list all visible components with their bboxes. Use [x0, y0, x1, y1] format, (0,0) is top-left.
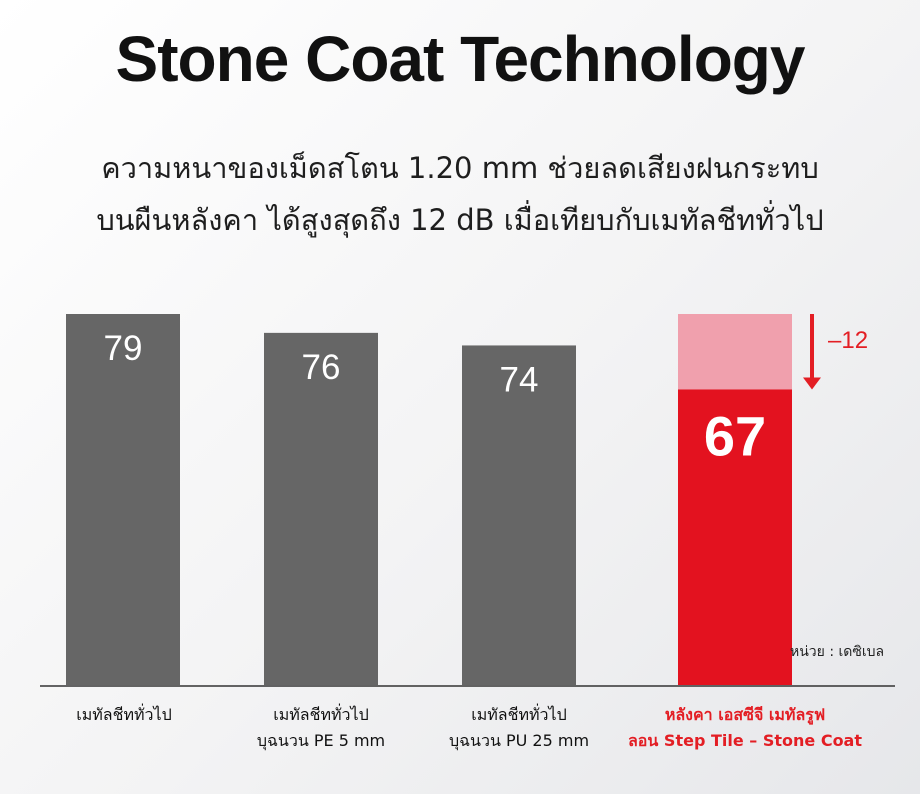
- x-tick-label-line: บุฉนวน PU 25 mm: [448, 731, 590, 750]
- subtitle: ความหนาของเม็ดสโตน 1.20 mm ช่วยลดเสียงฝน…: [0, 142, 920, 246]
- x-tick-label-line: เมทัลชีททั่วไป: [273, 705, 369, 724]
- x-tick-label-line: บุฉนวน PE 5 mm: [256, 731, 386, 750]
- bar-0: [66, 314, 180, 685]
- bar-3: [678, 389, 792, 685]
- data-label-1: 76: [302, 348, 341, 387]
- x-tick-label-3: หลังคา เอสซีจี เมทัลรูฟลอน Step Tile – S…: [615, 702, 875, 754]
- x-tick-label-0: เมทัลชีททั่วไป: [0, 702, 254, 728]
- x-tick-label-1: เมทัลชีททั่วไปบุฉนวน PE 5 mm: [191, 702, 451, 754]
- x-tick-label-line: หลังคา เอสซีจี เมทัลรูฟ: [664, 705, 826, 724]
- page-title: Stone Coat Technology: [115, 23, 806, 95]
- subtitle-line-2: บนผืนหลังคา ได้สูงสุดถึง 12 dB เมื่อเทีย…: [96, 203, 824, 237]
- data-label-0: 79: [104, 329, 143, 368]
- data-label-2: 74: [500, 360, 539, 399]
- reduction-arrow-head: [803, 377, 821, 390]
- x-tick-label-line: เมทัลชีททั่วไป: [76, 705, 172, 724]
- x-tick-label-line: เมทัลชีททั่วไป: [471, 705, 567, 724]
- bar-2: [462, 345, 576, 685]
- reduction-label: –12: [828, 327, 868, 354]
- x-tick-label-line: ลอน Step Tile – Stone Coat: [628, 731, 862, 750]
- reduction-segment: [678, 314, 792, 390]
- data-label-3: 67: [704, 404, 766, 467]
- x-tick-label-2: เมทัลชีททั่วไปบุฉนวน PU 25 mm: [389, 702, 649, 754]
- bar-1: [264, 332, 378, 685]
- subtitle-line-1: ความหนาของเม็ดสโตน 1.20 mm ช่วยลดเสียงฝน…: [101, 151, 819, 185]
- unit-label: หน่วย : เดซิเบล: [790, 644, 885, 660]
